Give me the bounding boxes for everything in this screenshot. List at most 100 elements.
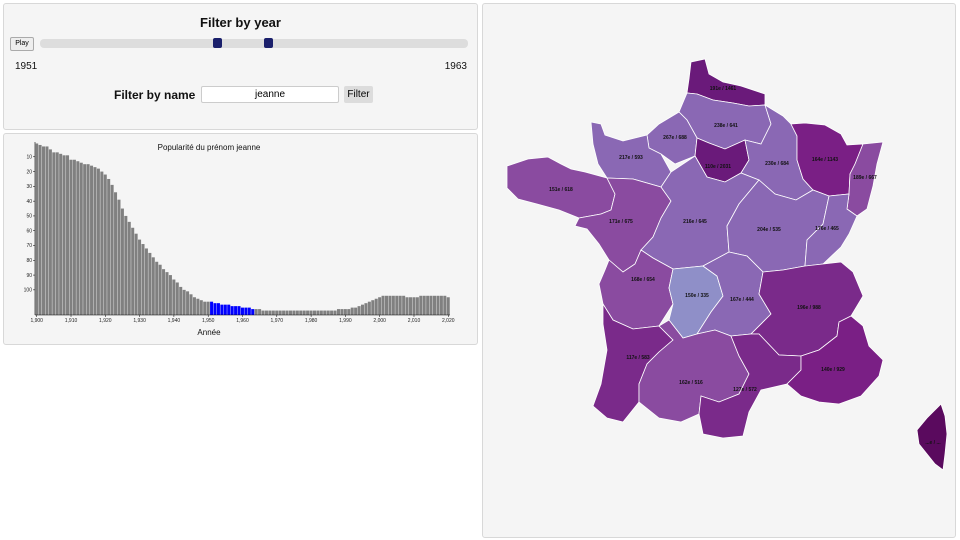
region-label-auvergne: 167e / 444 xyxy=(730,297,754,303)
bar-1913 xyxy=(79,162,83,315)
region-label-alsace: 189e / 667 xyxy=(853,175,877,181)
bar-1941 xyxy=(175,282,179,315)
region-label-champagne: 230e / 684 xyxy=(765,161,789,167)
bar-1966 xyxy=(261,310,265,315)
bar-1927 xyxy=(127,221,131,315)
x-tick-label: 1,930 xyxy=(133,318,146,324)
bar-1954 xyxy=(220,304,224,315)
y-tick-label: 70 xyxy=(26,243,32,249)
bar-1982 xyxy=(316,310,320,315)
x-axis: 1,900 1,910 1,920 1,930 1,940 1,950 1,960 1,970… xyxy=(30,314,455,324)
bar-1932 xyxy=(144,248,148,315)
bar-2013 xyxy=(422,295,426,315)
bar-1949 xyxy=(203,301,207,315)
region-languedoc[interactable] xyxy=(698,333,802,439)
region-label-corse: ...e / ... xyxy=(925,440,941,446)
year-range-slider[interactable] xyxy=(40,38,468,48)
bar-1981 xyxy=(312,310,316,315)
y-tick-label: 100 xyxy=(24,288,33,294)
bar-1973 xyxy=(285,310,289,315)
filter-by-name-label: Filter by name xyxy=(114,88,196,102)
y-tick-label: 40 xyxy=(26,199,32,205)
y-tick-label: 30 xyxy=(26,184,32,190)
region-label-normandie-ouest: 267e / 688 xyxy=(663,135,687,141)
region-label-franche-comte: 176e / 465 xyxy=(815,226,839,232)
bar-1988 xyxy=(336,309,340,315)
bar-1975 xyxy=(292,310,296,315)
bar-2019 xyxy=(443,295,447,315)
bar-2011 xyxy=(415,297,419,315)
bar-1934 xyxy=(151,257,155,315)
region-label-paca: 140e / 929 xyxy=(821,367,845,373)
region-corse[interactable] xyxy=(916,403,948,471)
bar-1944 xyxy=(186,291,190,315)
bar-1929 xyxy=(134,233,138,315)
bar-1912 xyxy=(76,161,80,315)
bar-1907 xyxy=(59,153,63,315)
x-tick-label: 2,020 xyxy=(442,318,455,324)
filter-panel: Filter by year Play 1951 1963 Filter by … xyxy=(3,3,478,130)
bar-1969 xyxy=(271,310,275,315)
popularity-bar-chart: Popularité du prénom jeanne 10 20 30 40 50 60… xyxy=(24,142,455,337)
region-label-pays-de-la-loire: 171e / 675 xyxy=(609,219,633,225)
bar-1959 xyxy=(237,306,241,315)
x-axis-label: Année xyxy=(197,328,221,337)
bar-1940 xyxy=(172,279,176,315)
bar-1945 xyxy=(189,294,193,315)
region-label-manche: 217e / 593 xyxy=(619,155,643,161)
bar-1901 xyxy=(38,144,42,315)
bar-1983 xyxy=(319,310,323,315)
bar-1905 xyxy=(52,152,56,315)
bar-2006 xyxy=(398,295,402,315)
filter-button[interactable]: Filter xyxy=(344,86,373,103)
bar-1917 xyxy=(93,167,97,315)
bar-1972 xyxy=(282,310,286,315)
play-button[interactable]: Play xyxy=(10,37,34,51)
bar-2005 xyxy=(395,295,399,315)
bar-2009 xyxy=(408,297,413,315)
bar-1999 xyxy=(374,298,378,315)
region-label-ile-de-france: 110e / 2031 xyxy=(705,164,731,170)
region-franche-comte[interactable] xyxy=(804,193,858,267)
bar-1948 xyxy=(199,300,203,315)
bar-1955 xyxy=(223,304,227,315)
bar-1935 xyxy=(155,261,159,315)
bar-1956 xyxy=(227,304,231,315)
bar-1967 xyxy=(264,310,268,315)
bar-1986 xyxy=(330,310,334,315)
y-tick-label: 50 xyxy=(26,214,32,220)
bar-1908 xyxy=(62,155,66,315)
bar-1928 xyxy=(131,227,135,315)
chart-title: Popularité du prénom jeanne xyxy=(158,143,261,152)
bar-1965 xyxy=(258,309,262,315)
region-label-limousin: 150e / 335 xyxy=(685,293,709,299)
slider-handle-start[interactable] xyxy=(213,38,222,48)
bar-1920 xyxy=(103,174,107,315)
bar-1904 xyxy=(48,149,52,315)
name-input[interactable] xyxy=(201,86,339,103)
bar-1977 xyxy=(299,310,303,315)
bar-1900 xyxy=(35,143,39,315)
bar-1903 xyxy=(45,146,49,315)
bar-1939 xyxy=(168,275,172,315)
region-manche[interactable] xyxy=(590,121,672,188)
popularity-chart-panel: Popularité du prénom jeanne 10 20 30 40 50 60… xyxy=(3,133,478,345)
bar-1987 xyxy=(333,310,337,315)
bar-1997 xyxy=(367,301,371,315)
bar-1937 xyxy=(162,269,166,315)
bar-1915 xyxy=(86,164,90,315)
bar-2004 xyxy=(391,295,395,315)
bar-1906 xyxy=(55,152,59,315)
region-normandie-ouest[interactable] xyxy=(646,111,698,165)
region-paca[interactable] xyxy=(786,315,884,405)
region-label-centre: 216e / 645 xyxy=(683,219,707,225)
region-label-midi-pyrenees: 162e / 516 xyxy=(679,380,703,386)
bar-1953 xyxy=(216,303,220,315)
bar-1910 xyxy=(69,159,73,315)
region-label-poitou-charentes: 168e / 654 xyxy=(631,277,655,283)
slider-handle-end[interactable] xyxy=(264,38,273,48)
year-end-label: 1963 xyxy=(444,61,467,72)
bar-1947 xyxy=(196,298,200,315)
bar-1961 xyxy=(244,307,248,315)
bar-1990 xyxy=(343,309,347,315)
